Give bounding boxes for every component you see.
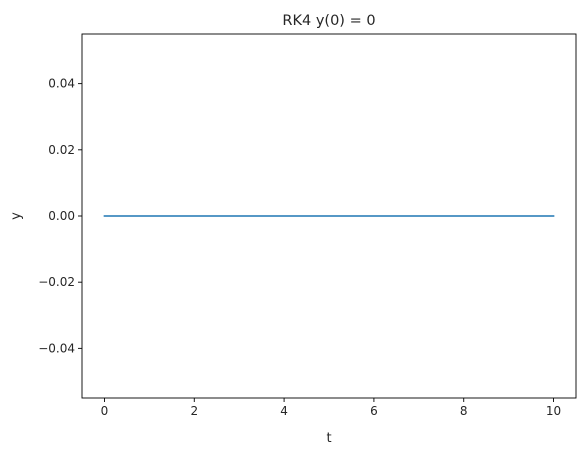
x-tick-label: 2 (190, 404, 198, 418)
x-tick-label: 10 (546, 404, 561, 418)
x-tick-label: 6 (370, 404, 378, 418)
chart-title: RK4 y(0) = 0 (282, 13, 375, 29)
y-tick-label: 0.04 (48, 77, 75, 91)
x-tick-label: 4 (280, 404, 288, 418)
y-tick-label: 0.00 (48, 209, 75, 223)
plot-frame (81, 33, 577, 399)
y-axis-ticks: −0.04 −0.02 0.00 0.02 0.04 (38, 77, 82, 355)
x-tick-label: 8 (460, 404, 468, 418)
y-tick-label: −0.02 (38, 275, 75, 289)
x-tick-label: 0 (101, 404, 109, 418)
y-tick-label: −0.04 (38, 341, 75, 355)
x-axis-ticks: 0 2 4 6 8 10 (101, 398, 561, 418)
y-axis-label: y (9, 212, 24, 220)
y-tick-label: 0.02 (48, 143, 75, 157)
x-axis-label: t (326, 431, 331, 446)
